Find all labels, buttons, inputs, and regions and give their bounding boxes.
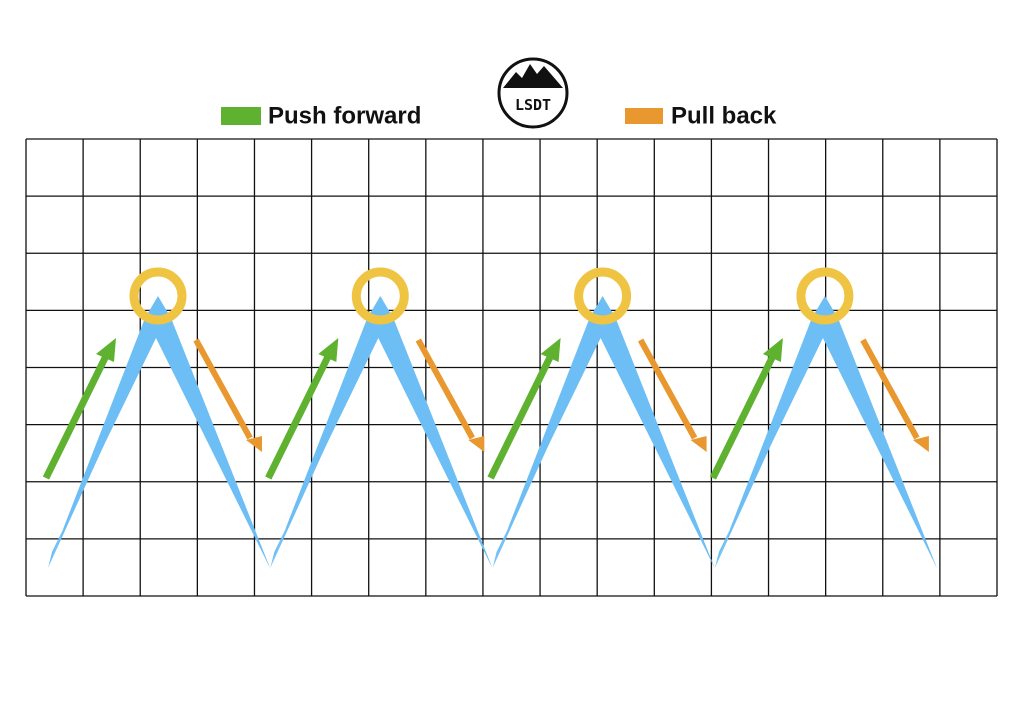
pull-arrowhead	[690, 436, 707, 452]
logo-text: LSDT	[515, 96, 551, 114]
grid	[25, 138, 998, 597]
push-arrowhead	[540, 338, 561, 362]
stroke-shape	[378, 322, 493, 568]
logo: LSDT	[497, 57, 569, 129]
pull-arrowhead	[468, 436, 485, 452]
stroke-shape	[714, 322, 827, 568]
legend-pull: Pull back	[671, 102, 777, 129]
push-arrow	[42, 354, 110, 480]
peak-circle	[129, 267, 187, 325]
peak-circle	[351, 267, 409, 325]
push-arrowhead	[96, 338, 116, 362]
peak-circle	[796, 267, 854, 325]
push-arrowhead	[762, 338, 783, 362]
pull-arrow	[415, 338, 475, 440]
peak-circle	[574, 267, 632, 325]
pull-arrowhead	[912, 436, 929, 452]
push-arrow	[265, 354, 332, 480]
pull-arrow	[860, 338, 920, 440]
legend-swatch-pull	[625, 108, 663, 124]
push-arrowhead	[318, 338, 339, 362]
stroke-shape	[822, 322, 937, 568]
push-arrow	[709, 354, 777, 480]
stroke-shape	[600, 322, 715, 568]
legend-push: Push forward	[268, 102, 421, 129]
stroke-shape	[492, 322, 605, 568]
pull-arrow	[637, 338, 698, 440]
logo-mountains	[503, 64, 563, 88]
pull-arrowhead	[246, 436, 262, 452]
pull-arrow	[193, 338, 253, 440]
push-arrow	[487, 354, 554, 480]
stroke-shape	[156, 322, 270, 568]
stroke-shape	[270, 322, 383, 568]
zigzag	[42, 267, 937, 568]
stroke-shape	[48, 322, 160, 568]
legend-swatch-push	[221, 107, 261, 125]
